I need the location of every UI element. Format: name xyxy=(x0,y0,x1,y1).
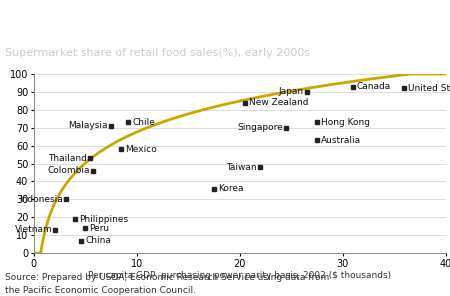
Text: Peru: Peru xyxy=(90,223,109,233)
Text: Taiwan: Taiwan xyxy=(226,163,257,172)
Text: Colombia: Colombia xyxy=(48,166,90,175)
Text: Thailand: Thailand xyxy=(49,154,87,163)
Text: China: China xyxy=(85,236,111,245)
Text: Source: Prepared by USDA, Economic Research Service using data from
the Pacific : Source: Prepared by USDA, Economic Resea… xyxy=(5,273,330,295)
Text: Hong Kong: Hong Kong xyxy=(321,118,370,127)
Text: Australia: Australia xyxy=(321,136,361,145)
Text: Philippines: Philippines xyxy=(79,215,128,223)
Text: Supermarket penetration rises with per capita income: Supermarket penetration rises with per c… xyxy=(5,13,431,27)
Text: United States: United States xyxy=(409,84,450,93)
X-axis label: Per capita GDP, purchasing power parity basis, 2002 ($ thousands): Per capita GDP, purchasing power parity … xyxy=(88,271,391,280)
Text: Vietnam: Vietnam xyxy=(14,225,52,234)
Text: Canada: Canada xyxy=(357,82,391,91)
Text: Indonesia: Indonesia xyxy=(19,195,63,204)
Text: Korea: Korea xyxy=(218,184,243,193)
Text: New Zealand: New Zealand xyxy=(249,98,308,107)
Text: Singapore: Singapore xyxy=(237,123,283,132)
Text: Mexico: Mexico xyxy=(126,145,157,154)
Text: Japan: Japan xyxy=(278,87,303,96)
Text: Supermarket share of retail food sales(%), early 2000s: Supermarket share of retail food sales(%… xyxy=(5,48,310,57)
Text: Malaysia: Malaysia xyxy=(68,121,108,131)
Text: Chile: Chile xyxy=(133,118,155,127)
